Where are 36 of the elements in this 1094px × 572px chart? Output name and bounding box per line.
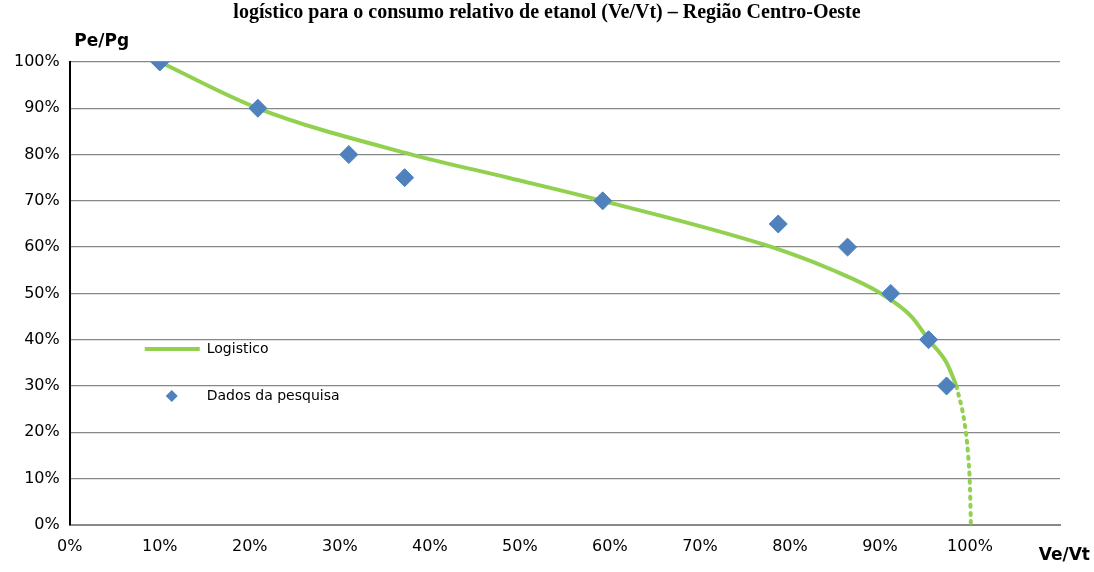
y-tick-label: 50% <box>24 282 60 302</box>
point <box>768 214 788 234</box>
point <box>339 145 359 165</box>
y-tick-label: 40% <box>24 328 60 348</box>
x-tick-label: 90% <box>862 535 898 555</box>
legend-label: Dados da pesquisa <box>206 386 340 403</box>
y-tick-label: 30% <box>24 375 60 395</box>
point <box>881 283 901 303</box>
y-tick-label: 90% <box>24 97 60 117</box>
x-tick-label: 10% <box>141 535 178 555</box>
point <box>593 191 613 211</box>
point <box>919 330 939 350</box>
x-tick-label: 40% <box>412 535 448 555</box>
y-tick-label: 60% <box>24 236 60 256</box>
x-tick-label: 60% <box>592 535 628 555</box>
point <box>937 376 957 396</box>
y-tick-label: 10% <box>24 467 60 487</box>
y-tick-label: 80% <box>24 143 60 163</box>
y-tick-label: 70% <box>24 190 60 209</box>
y-tick-label: 100% <box>13 51 60 71</box>
point <box>838 237 858 257</box>
x-tick-label: 80% <box>772 535 808 555</box>
x-tick-label: 70% <box>682 535 718 555</box>
x-tick-label: 100% <box>947 535 993 555</box>
x-tick-label: 0% <box>57 535 83 555</box>
y-tick-label: 20% <box>24 421 60 441</box>
y-axis-title: Pe/Pg <box>74 29 130 50</box>
legend-label: Logistico <box>206 339 269 356</box>
point <box>248 98 268 118</box>
point <box>395 168 415 188</box>
x-tick-label: 20% <box>232 535 268 555</box>
x-tick-label: 30% <box>322 535 358 555</box>
y-tick-label: 0% <box>34 513 60 533</box>
x-axis-title: Ve/Vt <box>1038 543 1090 564</box>
x-tick-label: 50% <box>502 535 538 555</box>
chart-title: logístico para o consumo relativo de etanol (Ve/Vt) – Região Centro-Oeste <box>232 0 862 23</box>
